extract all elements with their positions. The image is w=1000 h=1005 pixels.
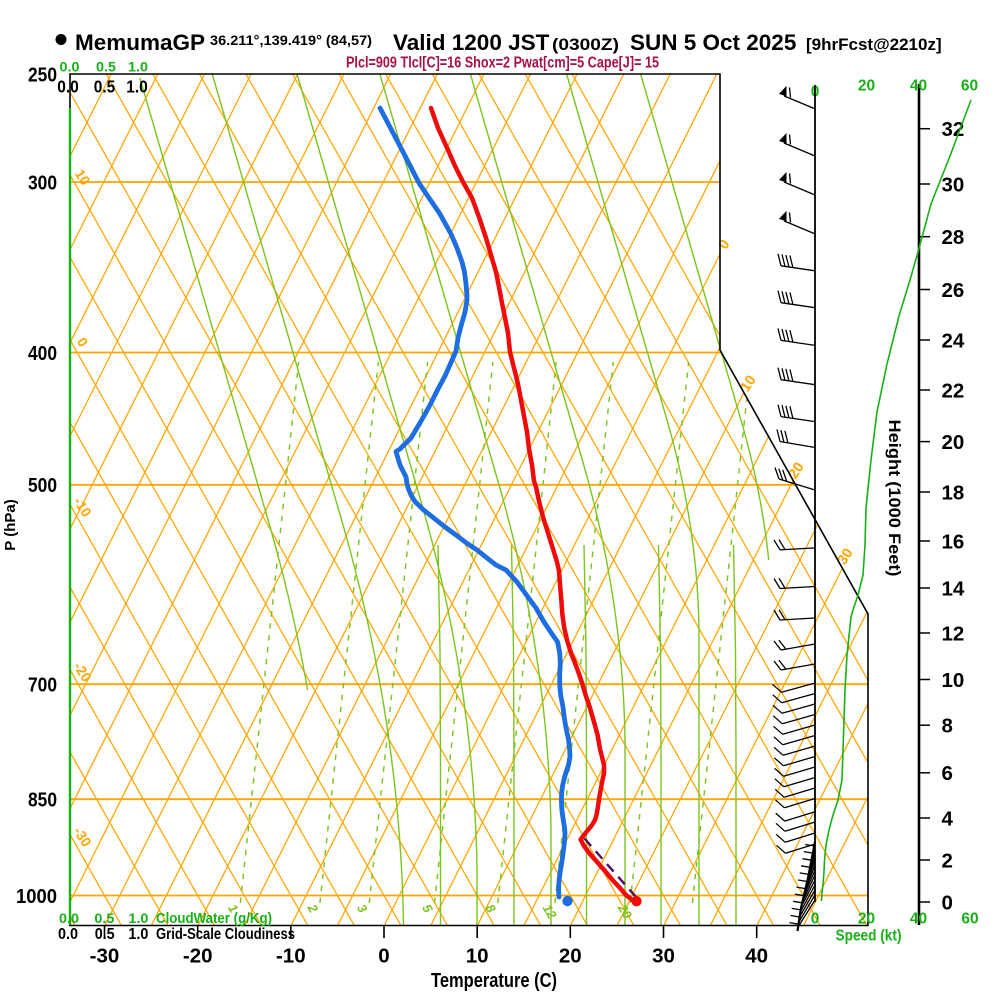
svg-text:250: 250: [28, 63, 57, 86]
svg-text:36.211°,139.419° (84,57): 36.211°,139.419° (84,57): [210, 33, 372, 48]
svg-text:60: 60: [961, 911, 978, 928]
svg-text:0.5: 0.5: [95, 926, 115, 943]
svg-text:0.5: 0.5: [96, 59, 116, 75]
svg-text:40: 40: [910, 911, 927, 928]
svg-text:300: 300: [28, 171, 57, 194]
svg-text:2: 2: [942, 849, 953, 872]
svg-text:1.0: 1.0: [128, 926, 148, 943]
svg-text:20: 20: [858, 911, 875, 928]
svg-text:1.0: 1.0: [126, 77, 148, 97]
svg-text:[9hrFcst@2210z]: [9hrFcst@2210z]: [806, 35, 942, 54]
svg-text:8: 8: [942, 715, 953, 738]
svg-text:6: 6: [942, 762, 953, 785]
svg-text:0: 0: [942, 891, 953, 914]
svg-text:MemumaGP: MemumaGP: [75, 30, 205, 55]
svg-text:16: 16: [942, 530, 965, 553]
svg-text:10: 10: [466, 945, 489, 968]
svg-text:500: 500: [28, 474, 57, 497]
svg-text:Grid-Scale Cloudiness: Grid-Scale Cloudiness: [156, 926, 295, 943]
svg-text:P (hPa): P (hPa): [2, 499, 19, 550]
svg-text:Valid 1200 JST: Valid 1200 JST: [393, 30, 550, 55]
svg-text:12: 12: [942, 622, 965, 645]
svg-text:0.0: 0.0: [59, 910, 79, 926]
svg-text:18: 18: [942, 481, 965, 504]
svg-text:0: 0: [811, 911, 820, 928]
svg-text:0.5: 0.5: [94, 910, 114, 926]
svg-text:Plcl=909 Tlcl[C]=16 Shox=2 Pwa: Plcl=909 Tlcl[C]=16 Shox=2 Pwat[cm]=5 Ca…: [346, 55, 659, 72]
svg-text:Speed (kt): Speed (kt): [836, 928, 902, 945]
svg-text:28: 28: [942, 226, 965, 249]
svg-text:-10: -10: [276, 945, 306, 968]
svg-text:40: 40: [745, 945, 768, 968]
svg-text:60: 60: [961, 78, 978, 95]
svg-text:32: 32: [942, 118, 965, 141]
svg-text:40: 40: [910, 78, 927, 95]
svg-text:1.0: 1.0: [128, 59, 148, 75]
svg-text:20: 20: [559, 945, 582, 968]
svg-text:26: 26: [942, 279, 965, 302]
svg-text:Temperature (C): Temperature (C): [431, 970, 557, 992]
svg-text:-20: -20: [183, 945, 213, 968]
svg-text:0: 0: [378, 945, 389, 968]
svg-text:(0300Z): (0300Z): [552, 35, 619, 54]
svg-text:14: 14: [942, 577, 965, 600]
svg-text:0.0: 0.0: [60, 59, 80, 75]
svg-text:30: 30: [942, 173, 965, 196]
svg-text:Height (1000 Feet): Height (1000 Feet): [885, 420, 904, 577]
svg-text:850: 850: [28, 789, 57, 812]
svg-text:4: 4: [942, 807, 954, 830]
svg-text:30: 30: [652, 945, 675, 968]
svg-text:700: 700: [28, 674, 57, 697]
svg-text:20: 20: [858, 78, 875, 95]
svg-text:CloudWater (g/Kg): CloudWater (g/Kg): [156, 911, 272, 927]
svg-text:0.0: 0.0: [58, 926, 78, 943]
svg-text:20: 20: [942, 431, 965, 454]
svg-text:1000: 1000: [16, 885, 57, 908]
svg-text:400: 400: [28, 342, 57, 365]
svg-text:0.0: 0.0: [57, 77, 79, 97]
svg-text:22: 22: [942, 379, 965, 402]
svg-text:0.5: 0.5: [94, 77, 116, 97]
svg-text:SUN 5 Oct 2025: SUN 5 Oct 2025: [630, 30, 796, 55]
svg-text:10: 10: [942, 669, 965, 692]
svg-text:24: 24: [942, 329, 965, 352]
svg-text:1.0: 1.0: [128, 910, 148, 926]
svg-text:-30: -30: [90, 945, 120, 968]
